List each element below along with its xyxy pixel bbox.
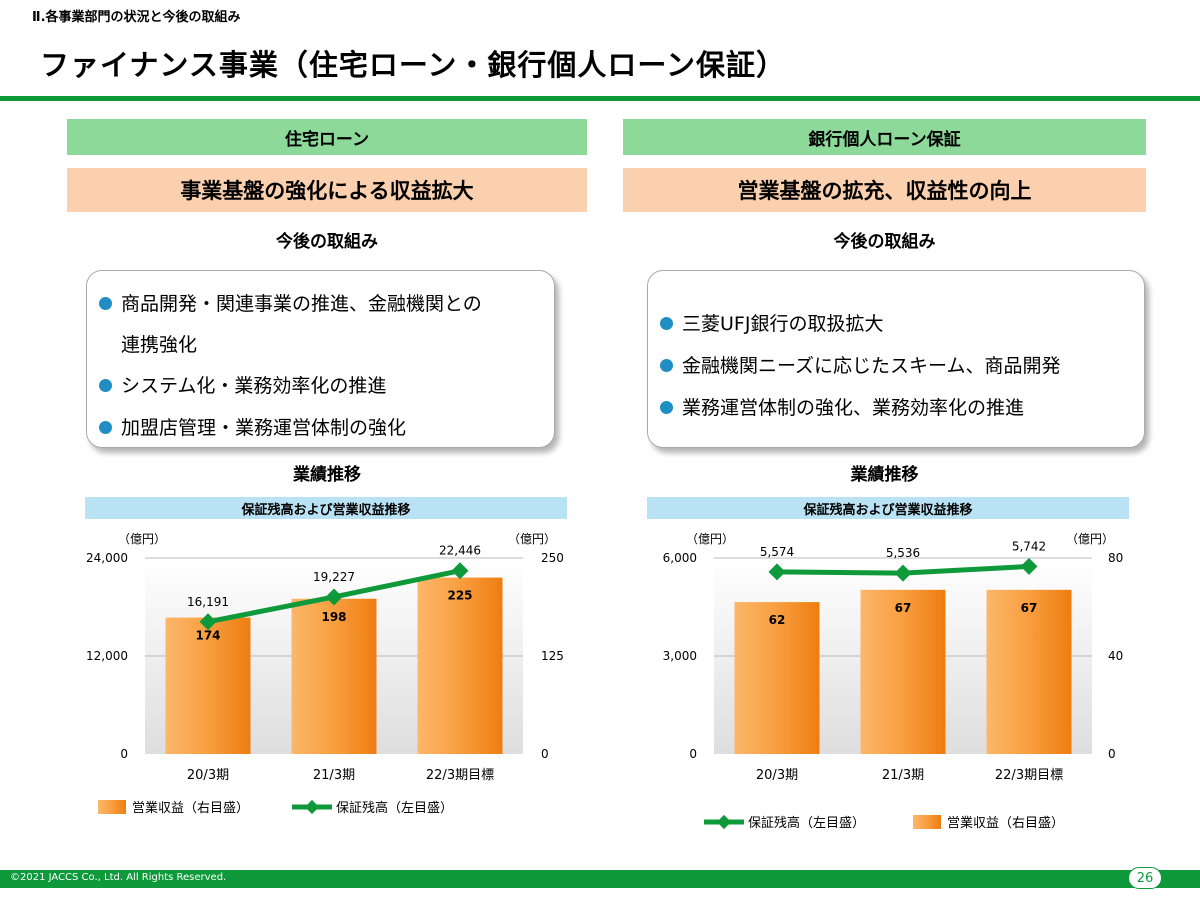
category-label: 21/3期 bbox=[882, 768, 924, 783]
line-marker bbox=[768, 563, 786, 581]
legend-label: 保証残高（左目盛） bbox=[336, 800, 453, 816]
category-label: 21/3期 bbox=[313, 768, 355, 783]
line-marker bbox=[894, 564, 912, 582]
line-value-label: 5,574 bbox=[760, 545, 794, 559]
left-chart: （億円） （億円） 24,000 12,000 0 250 125 0 174 198 225 20/… bbox=[86, 532, 564, 816]
bar-value-label: 225 bbox=[447, 589, 472, 603]
bullet-text: 加盟店管理・業務運営体制の強化 bbox=[121, 417, 407, 439]
legend-line-marker bbox=[716, 814, 732, 830]
line-value-label: 5,742 bbox=[1012, 539, 1046, 553]
right-bullet-box: 三菱UFJ銀行の取扱拡大 金融機関ニーズに応じたスキーム、商品開発 業務運営体制… bbox=[647, 270, 1145, 448]
right-tick-label: 125 bbox=[541, 649, 564, 663]
bullet-icon bbox=[99, 297, 112, 310]
right-tick-label: 40 bbox=[1108, 649, 1123, 663]
category-label: 22/3期目標 bbox=[995, 768, 1063, 783]
left-tick-label: 6,000 bbox=[663, 551, 697, 565]
bar bbox=[417, 577, 503, 754]
bullet-icon bbox=[99, 421, 112, 434]
legend-label: 営業収益（右目盛） bbox=[947, 815, 1064, 831]
legend-bar-swatch bbox=[913, 815, 941, 829]
bullet-icon bbox=[660, 401, 673, 414]
bar-value-label: 174 bbox=[195, 629, 220, 643]
bullet-text: 連携強化 bbox=[121, 334, 198, 356]
left-bullet-list: 商品開発・関連事業の推進、金融機関との 連携強化 システム化・業務効率化の推進 … bbox=[99, 283, 554, 449]
page-title: ファイナンス事業（住宅ローン・銀行個人ローン保証） bbox=[40, 48, 786, 82]
left-axis-unit: （億円） bbox=[118, 532, 166, 546]
left-tick-label: 0 bbox=[689, 747, 697, 761]
bullet-icon bbox=[660, 317, 673, 330]
page-number: 26 bbox=[1128, 867, 1162, 889]
bar bbox=[860, 589, 946, 754]
bullet-text: 金融機関ニーズに応じたスキーム、商品開発 bbox=[682, 355, 1061, 377]
line-marker bbox=[199, 613, 217, 631]
section-label: Ⅱ.各事業部門の状況と今後の取組み bbox=[32, 10, 241, 25]
right-tick-label: 0 bbox=[541, 747, 549, 761]
left-tick-label: 3,000 bbox=[663, 649, 697, 663]
left-bullet-item: システム化・業務効率化の推進 bbox=[99, 365, 554, 407]
right-future-heading: 今後の取組み bbox=[833, 232, 936, 252]
right-chart-band: 保証残高および営業収益推移 bbox=[647, 497, 1129, 519]
footer-bar bbox=[0, 870, 1200, 888]
legend-line-marker bbox=[304, 799, 320, 815]
left-bullet-box: 商品開発・関連事業の推進、金融機関との 連携強化 システム化・業務効率化の推進 … bbox=[86, 270, 555, 448]
right-results-heading: 業績推移 bbox=[850, 465, 919, 485]
right-chart: （億円） （億円） 6,000 3,000 0 80 40 0 62 67 67 20/3期 21/3期… bbox=[663, 532, 1124, 831]
right-theme-banner: 営業基盤の拡充、収益性の向上 bbox=[623, 168, 1146, 212]
left-tick-label: 0 bbox=[120, 747, 128, 761]
right-tick-label: 0 bbox=[1108, 747, 1116, 761]
category-label: 20/3期 bbox=[756, 768, 798, 783]
bar bbox=[734, 602, 820, 754]
right-axis-unit: （億円） bbox=[1066, 532, 1114, 546]
bar-value-label: 198 bbox=[321, 610, 346, 624]
right-bullet-item: 業務運営体制の強化、業務効率化の推進 bbox=[660, 387, 1144, 429]
line-value-label: 5,536 bbox=[886, 546, 920, 560]
left-tick-label: 24,000 bbox=[86, 551, 128, 565]
right-axis-unit: （億円） bbox=[508, 532, 556, 546]
right-category-header: 銀行個人ローン保証 bbox=[623, 119, 1146, 155]
left-theme-banner: 事業基盤の強化による収益拡大 bbox=[67, 168, 587, 212]
bullet-text: 三菱UFJ銀行の取扱拡大 bbox=[682, 313, 884, 335]
legend-bar-swatch bbox=[98, 800, 126, 814]
bar-value-label: 62 bbox=[769, 613, 786, 627]
bullet-icon bbox=[99, 379, 112, 392]
bullet-icon bbox=[660, 359, 673, 372]
bullet-text: 業務運営体制の強化、業務効率化の推進 bbox=[682, 397, 1025, 419]
copyright: ©2021 JACCS Co., Ltd. All Rights Reserve… bbox=[10, 872, 227, 883]
right-bullet-item: 金融機関ニーズに応じたスキーム、商品開発 bbox=[660, 345, 1144, 387]
left-axis-unit: （億円） bbox=[686, 532, 734, 546]
bar bbox=[986, 589, 1072, 754]
legend-label: 保証残高（左目盛） bbox=[748, 815, 865, 831]
left-chart-band: 保証残高および営業収益推移 bbox=[85, 497, 567, 519]
bar bbox=[291, 598, 377, 754]
right-tick-label: 250 bbox=[541, 551, 564, 565]
title-rule bbox=[0, 96, 1200, 101]
legend-label: 営業収益（右目盛） bbox=[132, 800, 249, 816]
left-bullet-item: 加盟店管理・業務運営体制の強化 bbox=[99, 407, 554, 449]
line-value-label: 22,446 bbox=[439, 544, 481, 558]
right-bullet-item: 三菱UFJ銀行の取扱拡大 bbox=[660, 303, 1144, 345]
category-label: 22/3期目標 bbox=[426, 768, 494, 783]
bar-value-label: 67 bbox=[1021, 601, 1038, 615]
left-future-heading: 今後の取組み bbox=[276, 232, 378, 252]
left-results-heading: 業績推移 bbox=[293, 465, 361, 485]
category-label: 20/3期 bbox=[187, 768, 229, 783]
left-tick-label: 12,000 bbox=[86, 649, 128, 663]
line-value-label: 16,191 bbox=[187, 595, 229, 609]
line-value-label: 19,227 bbox=[313, 570, 355, 584]
right-tick-label: 80 bbox=[1108, 551, 1123, 565]
bar-value-label: 67 bbox=[895, 601, 912, 615]
left-bullet-item: 商品開発・関連事業の推進、金融機関との bbox=[99, 283, 554, 325]
left-category-header: 住宅ローン bbox=[67, 119, 587, 155]
left-bullet-continuation: 連携強化 bbox=[99, 325, 554, 365]
bar bbox=[165, 617, 251, 754]
bullet-text: 商品開発・関連事業の推進、金融機関との bbox=[121, 293, 482, 315]
right-bullet-list: 三菱UFJ銀行の取扱拡大 金融機関ニーズに応じたスキーム、商品開発 業務運営体制… bbox=[660, 303, 1144, 429]
bullet-text: システム化・業務効率化の推進 bbox=[121, 375, 387, 397]
